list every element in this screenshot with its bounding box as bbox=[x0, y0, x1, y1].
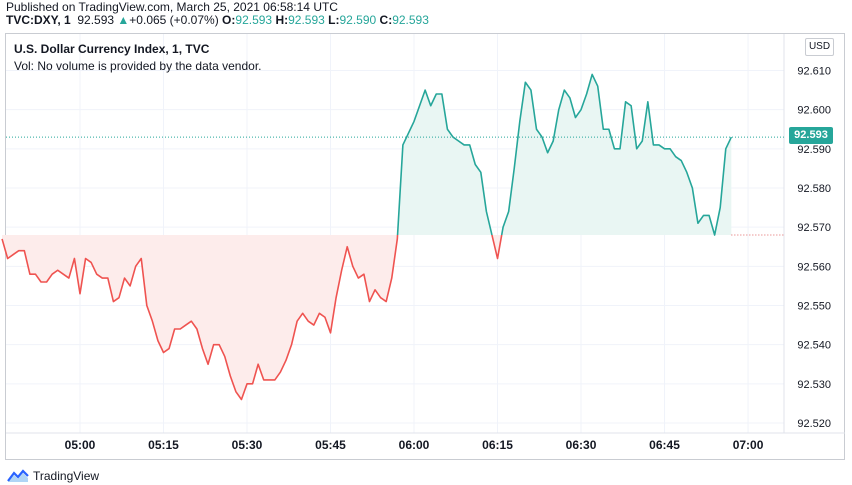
x-tick-label: 06:00 bbox=[399, 438, 430, 452]
area-fill-layer bbox=[2, 74, 732, 400]
x-tick-label: 06:15 bbox=[482, 438, 513, 452]
area-fill-up bbox=[397, 90, 492, 235]
area-fill-down bbox=[491, 235, 502, 259]
tradingview-logo-icon bbox=[7, 469, 29, 482]
time-axis[interactable]: 05:00 05:15 05:30 05:45 06:00 06:15 06:30 06:45… bbox=[65, 438, 764, 452]
price-line-up bbox=[396, 89, 493, 236]
symbol-line: TVC:DXY, 1 92.593 ▲+0.065 (+0.07%) O:92.… bbox=[6, 13, 429, 27]
footer-logo[interactable]: TradingView bbox=[7, 469, 99, 483]
symbol-name: TVC:DXY, 1 bbox=[6, 13, 71, 27]
low-label: L: bbox=[328, 13, 340, 27]
footer-brand: TradingView bbox=[33, 469, 100, 483]
area-fill-up bbox=[501, 74, 732, 236]
x-tick-label: 06:30 bbox=[566, 438, 597, 452]
close-label: C: bbox=[379, 13, 393, 27]
y-tick-label: 92.590 bbox=[797, 144, 831, 156]
low-value: 92.590 bbox=[339, 13, 377, 27]
x-tick-label: 06:45 bbox=[649, 438, 680, 452]
price-axis[interactable]: 92.610 92.600 92.590 92.580 92.570 92.560 92.5… bbox=[797, 66, 831, 431]
y-tick-label: 92.530 bbox=[797, 379, 831, 391]
close-value: 92.593 bbox=[392, 13, 429, 27]
y-tick-label: 92.580 bbox=[797, 183, 831, 195]
y-tick-label: 92.560 bbox=[797, 261, 831, 273]
x-tick-label: 05:00 bbox=[65, 438, 96, 452]
last-price-badge: 92.593 bbox=[789, 127, 833, 144]
x-tick-label: 07:00 bbox=[733, 438, 764, 452]
x-tick-label: 05:30 bbox=[232, 438, 263, 452]
published-line: Published on TradingView.com, March 25, … bbox=[6, 0, 338, 14]
open-label: O: bbox=[222, 13, 236, 27]
x-tick-label: 05:15 bbox=[148, 438, 179, 452]
price-line-down bbox=[1, 234, 399, 401]
high-value: 92.593 bbox=[288, 13, 325, 27]
currency-button[interactable]: USD bbox=[805, 38, 834, 56]
last-price: 92.593 bbox=[77, 13, 115, 27]
change-arrow-icon: ▲ bbox=[117, 13, 130, 27]
area-fill-down bbox=[2, 235, 398, 400]
y-tick-label: 92.600 bbox=[797, 105, 831, 117]
y-tick-label: 92.550 bbox=[797, 301, 831, 313]
y-tick-label: 92.520 bbox=[797, 418, 831, 430]
y-tick-label: 92.610 bbox=[797, 66, 831, 78]
price-line-up bbox=[500, 73, 733, 236]
high-label: H: bbox=[275, 13, 289, 27]
y-tick-label: 92.570 bbox=[797, 222, 831, 234]
price-line-down bbox=[491, 234, 503, 260]
x-tick-label: 05:45 bbox=[315, 438, 346, 452]
y-tick-label: 92.540 bbox=[797, 340, 831, 352]
change-value: +0.065 (+0.07%) bbox=[129, 13, 219, 27]
price-line-layer bbox=[1, 73, 784, 401]
open-value: 92.593 bbox=[235, 13, 273, 27]
volume-note: Vol: No volume is provided by the data v… bbox=[14, 59, 262, 73]
legend-title: U.S. Dollar Currency Index, 1, TVC bbox=[14, 42, 210, 56]
